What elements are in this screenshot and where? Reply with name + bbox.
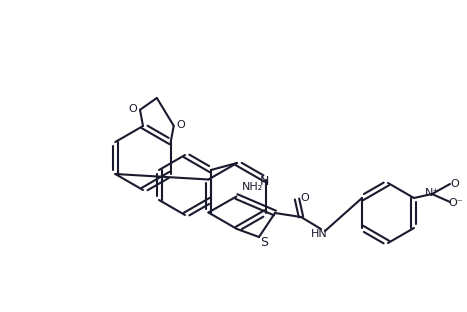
- Text: NH₂: NH₂: [241, 183, 262, 193]
- Text: O: O: [128, 104, 137, 114]
- Text: O: O: [301, 193, 309, 203]
- Text: N⁺: N⁺: [425, 188, 439, 198]
- Text: O: O: [451, 179, 460, 189]
- Text: N: N: [260, 175, 269, 188]
- Text: HN: HN: [311, 229, 327, 239]
- Text: O⁻: O⁻: [449, 198, 463, 208]
- Text: S: S: [260, 236, 268, 250]
- Text: O: O: [177, 120, 185, 130]
